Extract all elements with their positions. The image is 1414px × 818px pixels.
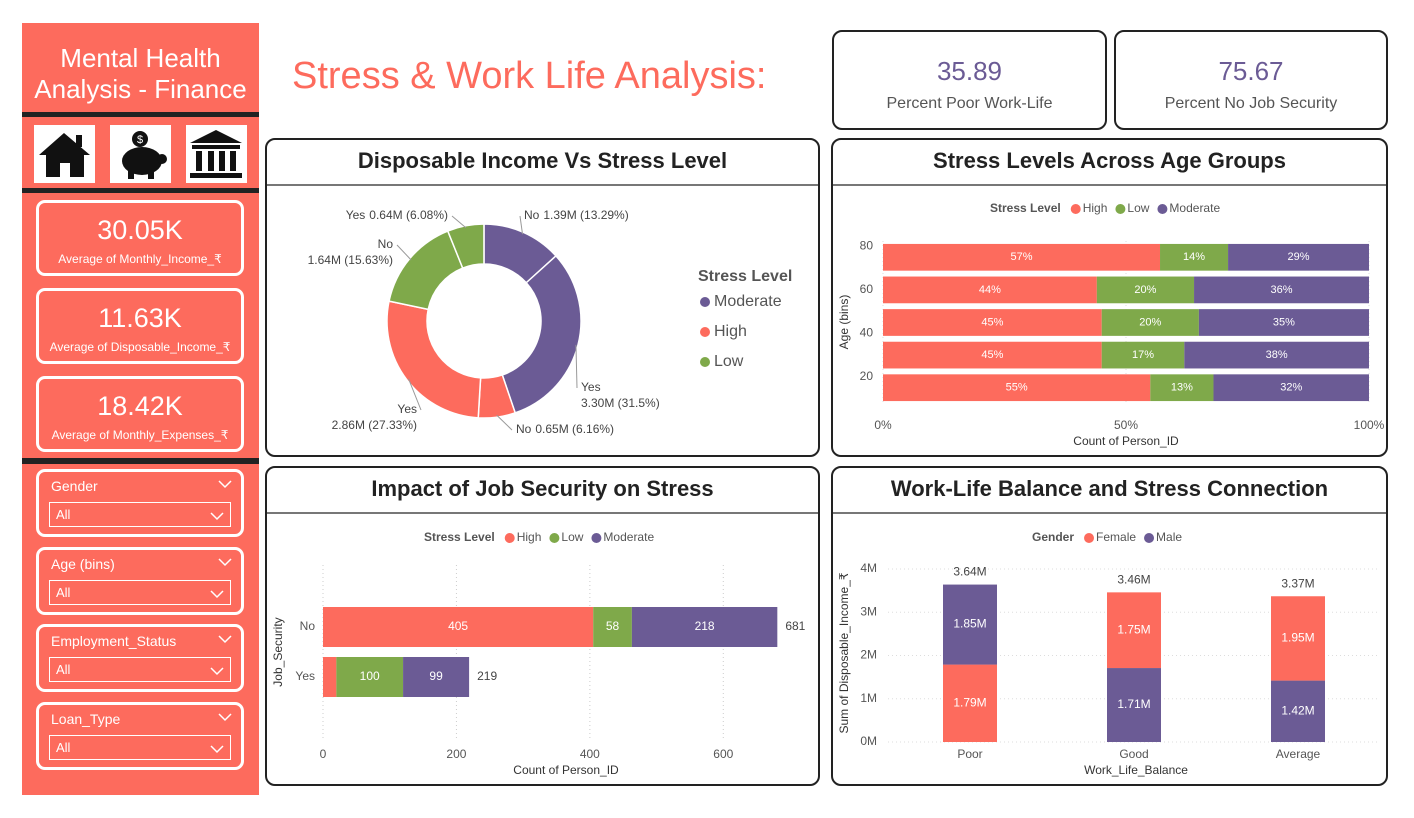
svg-text:$: $ — [137, 134, 143, 146]
chevron — [210, 667, 224, 676]
kpi-value: 30.05K — [97, 215, 183, 245]
panel: Work-Life Balance and Stress Connection — [831, 466, 1388, 786]
icon — [39, 133, 90, 177]
bank-icon[interactable] — [186, 125, 247, 183]
filter-label: Loan_Type — [51, 711, 121, 728]
chevron — [210, 512, 224, 521]
chart-title: Work-Life Balance and Stress Connection — [890, 476, 1329, 501]
sidebar-title: Mental Health Analysis - Finance — [34, 43, 247, 104]
separator — [22, 112, 259, 117]
filter-label: Gender — [51, 478, 98, 494]
chart-title: Impact of Job Security on Stress — [371, 476, 714, 501]
kpi-card: 35.89 Percent Poor Work-Life — [832, 30, 1107, 130]
separator — [22, 458, 259, 464]
icon: $ — [122, 131, 167, 179]
kpi-label: Percent Poor Work-Life — [886, 95, 1053, 112]
filter-dropdown[interactable]: All — [49, 735, 231, 761]
kpi-card: 75.67 Percent No Job Security — [1114, 30, 1388, 130]
kpi-card: 30.05K Average of Monthly_Income_₹ — [36, 200, 244, 276]
kpi-label: Average of Monthly_Expenses_₹ — [51, 428, 229, 442]
kpi-value: 11.63K — [98, 303, 182, 333]
filter-label: Employment_Status — [51, 633, 177, 650]
kpi-value: 18.42K — [97, 391, 183, 421]
chart-title: Disposable Income Vs Stress Level — [357, 148, 728, 173]
filter-dropdown[interactable]: All — [49, 502, 231, 527]
kpi-label: Average of Disposable_Income_₹ — [49, 340, 231, 354]
icon — [190, 130, 242, 178]
chevron — [218, 635, 232, 644]
filter[interactable]: Age (bins) All — [36, 546, 244, 615]
filter-dropdown[interactable]: All — [49, 579, 231, 605]
kpi-value: 75.67 — [1218, 56, 1284, 86]
separator — [22, 188, 259, 193]
filter[interactable]: Employment_Status All — [36, 624, 244, 693]
panel: Stress Levels Across Age Groups — [831, 138, 1388, 457]
home-icon[interactable] — [34, 125, 95, 183]
kpi-label: Average of Monthly_Income_₹ — [58, 252, 222, 266]
filter-label: Age (bins) — [51, 555, 115, 572]
kpi-value: 35.89 — [936, 56, 1003, 86]
chevron — [218, 558, 232, 566]
kpi-card: 11.63K Average of Disposable_Income_₹ — [36, 288, 244, 364]
chart-title: Stress Levels Across Age Groups — [933, 148, 1286, 173]
chevron — [218, 480, 232, 489]
panel: Impact of Job Security on Stress — [265, 466, 820, 786]
sidebar: Mental Health Analysis - Finance $ 30.05… — [22, 23, 259, 795]
chevron — [210, 590, 224, 598]
piggy-icon[interactable]: $ — [110, 125, 171, 183]
filter-dropdown[interactable]: All — [49, 657, 231, 683]
page-title: Stress & Work Life Analysis: — [292, 55, 767, 97]
filter[interactable]: Gender All — [36, 469, 244, 537]
chevron — [218, 713, 232, 722]
chevron — [210, 745, 224, 754]
kpi-card: 18.42K Average of Monthly_Expenses_₹ — [36, 376, 244, 452]
panel: Disposable Income Vs Stress Level — [265, 138, 820, 457]
filter[interactable]: Loan_Type All — [36, 702, 244, 771]
kpi-label: Percent No Job Security — [1164, 95, 1338, 112]
